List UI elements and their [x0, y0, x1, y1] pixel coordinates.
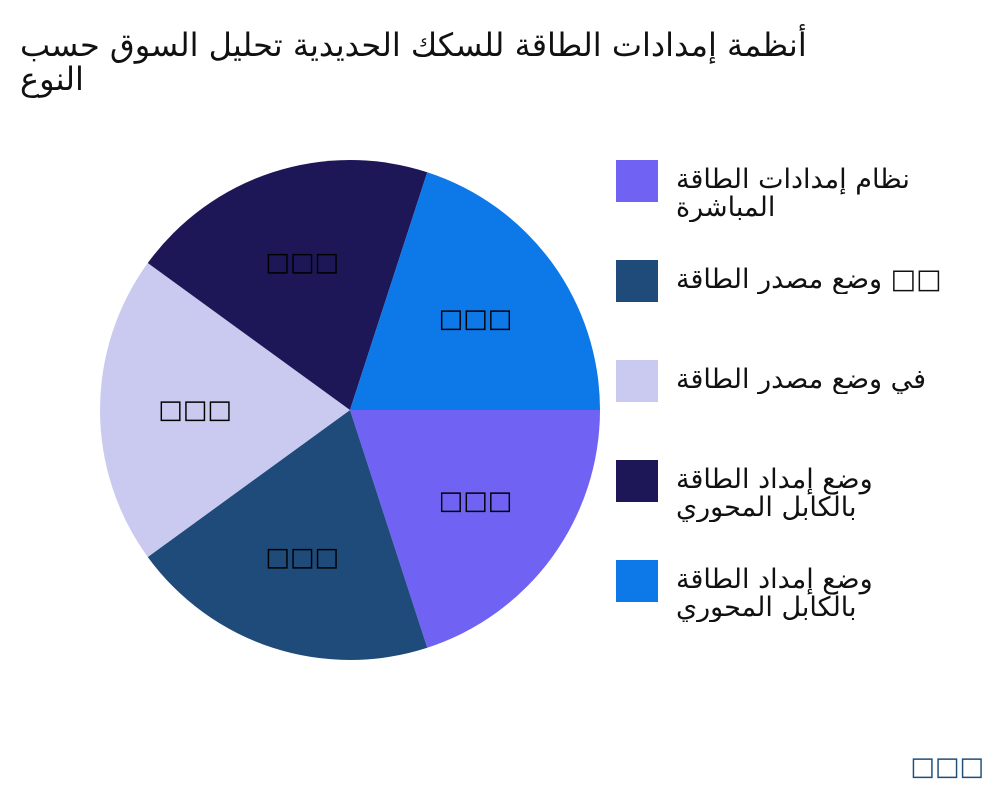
legend-label-4-line-2: بالكابل المحوري — [676, 492, 857, 522]
pie-data-label-5: □□□ — [439, 304, 513, 334]
pie-slice-1 — [350, 410, 600, 648]
watermark: □□□ — [910, 752, 984, 782]
pie-data-label-3: □□□ — [158, 395, 232, 425]
legend-label-1-line-1: نظام إمدادات الطاقة — [676, 166, 910, 195]
pie-data-label-2: □□□ — [265, 542, 339, 572]
legend-swatch-1 — [616, 160, 658, 202]
legend-label-2: وضع مصدر الطاقة □□ — [676, 266, 1000, 294]
legend-label-4-line-1: وضع إمداد الطاقة — [676, 466, 873, 495]
chart-title-line-1: أنظمة إمدادات الطاقة للسكك الحديدية تحلي… — [20, 26, 807, 64]
pie-slice-4 — [147, 160, 428, 410]
legend-swatch-4 — [616, 460, 658, 502]
legend-swatch-2 — [616, 260, 658, 302]
legend-label-3: في وضع مصدر الطاقة — [676, 366, 1000, 394]
legend-swatch-3 — [616, 360, 658, 402]
pie-data-label-4: □□□ — [265, 248, 339, 278]
chart-title-line-2: النوع — [20, 60, 84, 98]
legend-label-2-line-1: وضع مصدر الطاقة □□ — [676, 266, 942, 294]
legend-label-3-line-1: في وضع مصدر الطاقة — [676, 366, 927, 394]
legend-label-5-line-2: بالكابل المحوري — [676, 592, 857, 622]
legend-label-1-line-2: المباشرة — [676, 192, 776, 222]
pie-slice-3 — [100, 263, 350, 557]
pie-slice-5 — [350, 172, 600, 410]
legend-label-4: وضع إمداد الطاقة بالكابل المحوري — [676, 466, 1000, 522]
legend-label-5: وضع إمداد الطاقة بالكابل المحوري — [676, 566, 1000, 622]
legend-label-5-line-1: وضع إمداد الطاقة — [676, 566, 873, 595]
pie-slice-2 — [147, 410, 428, 660]
legend-swatch-5 — [616, 560, 658, 602]
legend-label-1: نظام إمدادات الطاقة المباشرة — [676, 166, 1000, 222]
pie-data-label-1: □□□ — [439, 486, 513, 516]
chart-title: أنظمة إمدادات الطاقة للسكك الحديدية تحلي… — [20, 28, 1000, 96]
